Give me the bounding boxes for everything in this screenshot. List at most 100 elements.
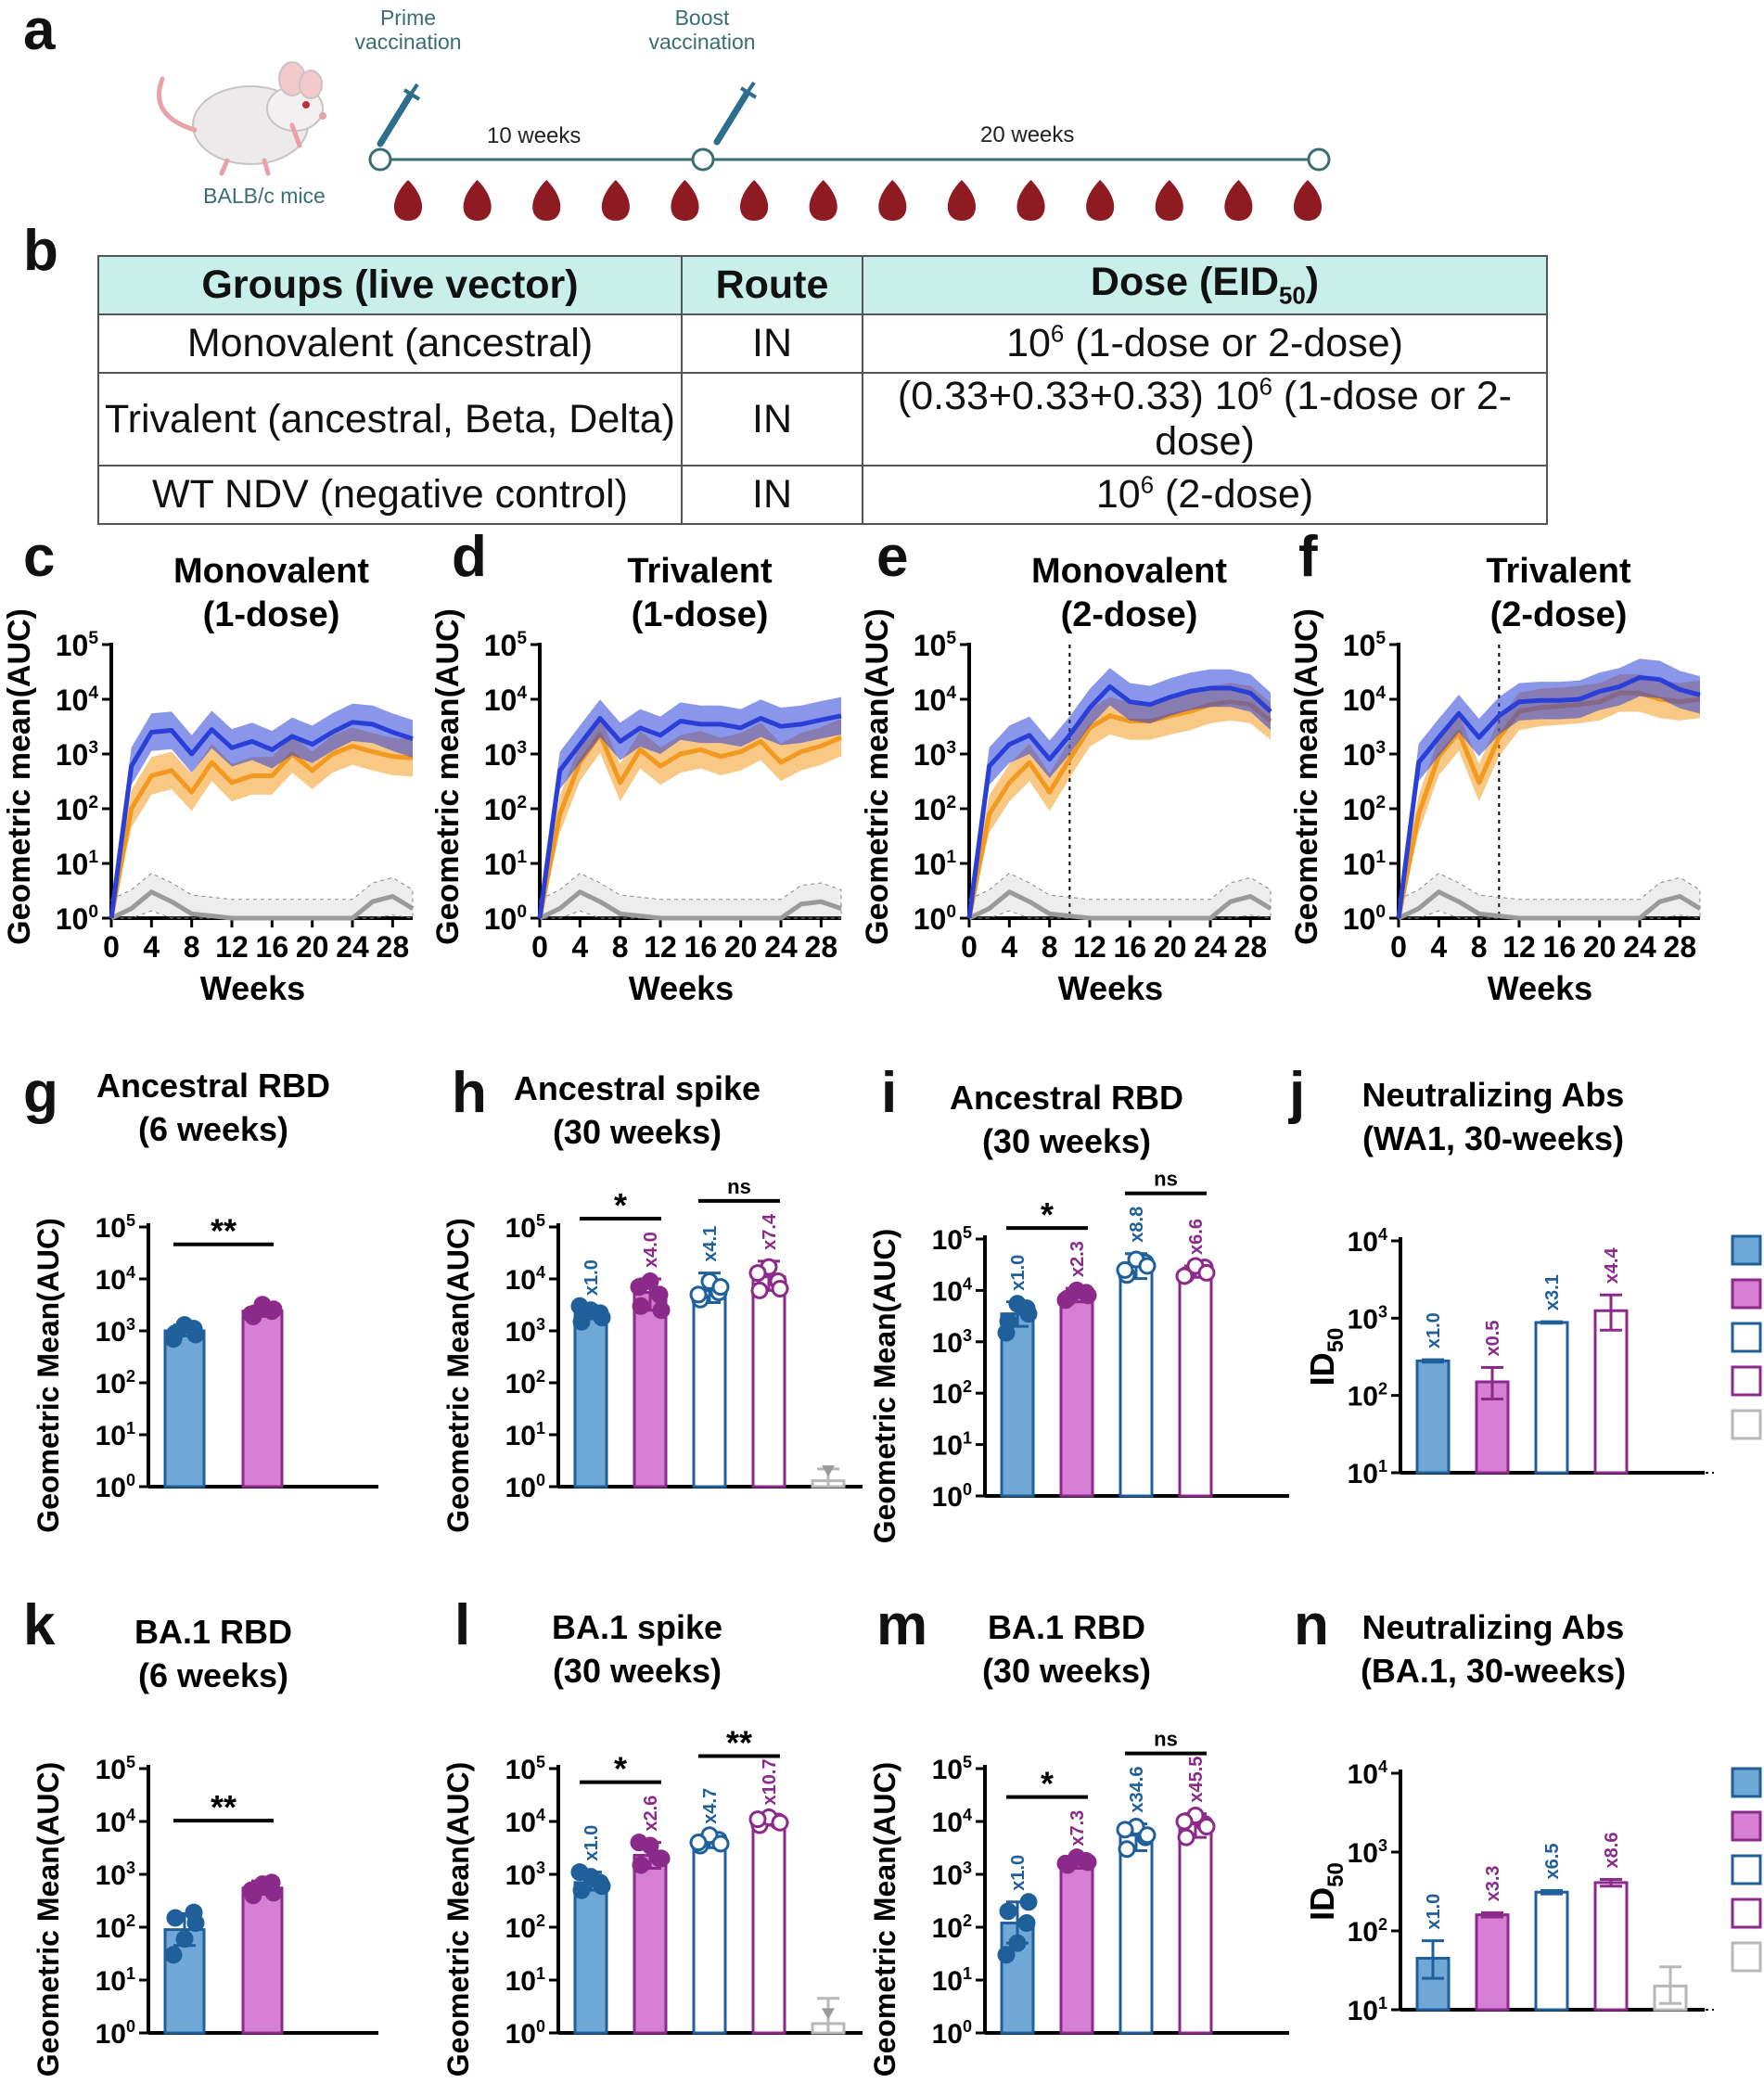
significance-label: * [614, 1186, 627, 1224]
legend-swatch [1731, 1854, 1762, 1885]
x-tick-label: 20 [1154, 930, 1187, 964]
x-tick-label: 16 [256, 930, 289, 964]
legend-swatch [1731, 1767, 1762, 1798]
data-point [572, 1881, 591, 1899]
bar-1x-mono [573, 1881, 608, 2035]
bar-1x-triv [633, 1291, 668, 1489]
series-band-wt-ndv [539, 873, 842, 919]
data-point [689, 1834, 708, 1852]
y-tick-label: 104 [484, 684, 528, 717]
fold-change-label: x1.0 [582, 1259, 602, 1296]
panel-label-l: l [454, 1593, 471, 1657]
data-point [650, 1285, 669, 1304]
y-tick-label: 102 [1348, 1915, 1387, 1948]
x-tick-label: 24 [1194, 930, 1227, 964]
table-cell-route: IN [681, 313, 863, 374]
chart-title: Trivalent [1486, 552, 1631, 591]
y-axis-label: Geometric Mean(AUC) [868, 1762, 901, 2077]
legend-swatch [1731, 1234, 1762, 1266]
syringe-icon [713, 81, 758, 146]
significance-label: ns [727, 1175, 751, 1198]
chart-subtitle: (6 weeks) [138, 1656, 288, 1694]
series-line-monovalent [109, 720, 414, 919]
x-tick-label: 28 [1664, 930, 1697, 964]
table-header-route: Route [681, 255, 863, 315]
chart-i: Ancestral RBD (30 weeks) 100 101 102 103 104 10… [868, 1079, 1289, 1543]
fold-change-label: x34.6 [1127, 1767, 1147, 1813]
chart-title: BA.1 RBD [988, 1608, 1145, 1646]
legend-swatch [1731, 1322, 1762, 1353]
interval-1-label: 10 weeks [487, 123, 582, 148]
fold-change-label: x4.1 [700, 1226, 721, 1262]
significance-label: * [614, 1750, 627, 1788]
fold-change-label: x3.3 [1483, 1865, 1503, 1901]
significance-label: ** [211, 1788, 236, 1826]
panel-label-b: b [23, 219, 58, 283]
y-tick-label: 103 [1343, 738, 1386, 772]
fold-change-label: x1.0 [1424, 1312, 1444, 1348]
chart-d: Trivalent (1-dose) 100 101 102 103 104 105 0 4 8 12… [430, 552, 842, 1007]
data-point [711, 1834, 730, 1853]
y-tick-label: 102 [505, 1367, 545, 1399]
panel-label-f: f [1298, 525, 1318, 589]
interval-2-label: 20 weeks [980, 122, 1075, 147]
fold-change-label: x1.0 [1008, 1255, 1029, 1291]
blood-drop-icon [671, 180, 699, 221]
y-axis-label: Geometric mean(AUC) [1289, 608, 1324, 945]
table-row: WT NDV (negative control) IN 106 (2-dose… [97, 465, 1548, 525]
y-tick-label: 101 [505, 1419, 545, 1451]
y-axis-label: Geometric mean(AUC) [860, 608, 895, 945]
mouse-illustration [157, 61, 326, 176]
y-tick-label: 104 [932, 1806, 972, 1838]
fold-change-label: x7.3 [1067, 1810, 1088, 1847]
y-tick-label: 105 [914, 629, 957, 662]
y-tick-label: 100 [56, 902, 98, 936]
y-axis-label: Geometric Mean(AUC) [32, 1218, 65, 1533]
y-tick-label: 103 [96, 1315, 135, 1348]
data-point [652, 1301, 671, 1320]
boost-label: Boost vaccination [648, 6, 756, 55]
panel-label-c: c [23, 525, 56, 589]
timeline-graphic [368, 81, 1331, 221]
series-band-wt-ndv [1398, 873, 1701, 919]
data-point [593, 1309, 611, 1327]
y-tick-label: 104 [505, 1806, 545, 1838]
bar-2x-mono [1118, 1264, 1154, 1498]
data-point [1019, 1305, 1038, 1323]
fold-change-label: x6.5 [1542, 1844, 1563, 1880]
x-tick-label: 0 [103, 930, 120, 964]
y-tick-label: 103 [1348, 1302, 1387, 1335]
data-point [632, 1856, 650, 1874]
chart-subtitle: (1-dose) [632, 595, 769, 634]
chart-subtitle: (BA.1, 30-weeks) [1361, 1652, 1626, 1690]
data-point [1177, 1828, 1195, 1847]
y-tick-label: 100 [932, 2017, 972, 2050]
fold-change-label: x0.5 [1483, 1321, 1503, 1357]
table-cell-group: Monovalent (ancestral) [97, 313, 683, 374]
chart-title: Ancestral RBD [96, 1067, 330, 1105]
y-tick-label: 103 [96, 1859, 135, 1891]
x-tick-label: 24 [764, 930, 798, 964]
significance-label: * [1041, 1765, 1054, 1803]
bar-1x-triv [1059, 1860, 1094, 2035]
x-tick-label: 12 [1073, 930, 1106, 964]
data-point [164, 1946, 183, 1964]
y-tick-label: 100 [932, 1480, 972, 1513]
x-tick-label: 0 [961, 930, 978, 964]
data-point [1138, 1826, 1157, 1845]
panel-label-n: n [1294, 1593, 1329, 1657]
y-tick-label: 101 [1348, 1994, 1387, 2026]
data-point [1017, 1913, 1036, 1932]
data-point [1079, 1286, 1097, 1305]
data-point [771, 1813, 789, 1832]
data-point [593, 1877, 611, 1896]
data-point [1197, 1263, 1216, 1282]
data-point [1116, 1260, 1134, 1279]
y-tick-label: 101 [932, 1429, 972, 1462]
y-tick-label: 104 [56, 684, 99, 717]
bar-2x-mono [692, 1839, 727, 2035]
panel-label-i: i [881, 1061, 898, 1125]
y-tick-label: 104 [505, 1263, 545, 1296]
fold-change-label: x8.6 [1602, 1833, 1622, 1869]
